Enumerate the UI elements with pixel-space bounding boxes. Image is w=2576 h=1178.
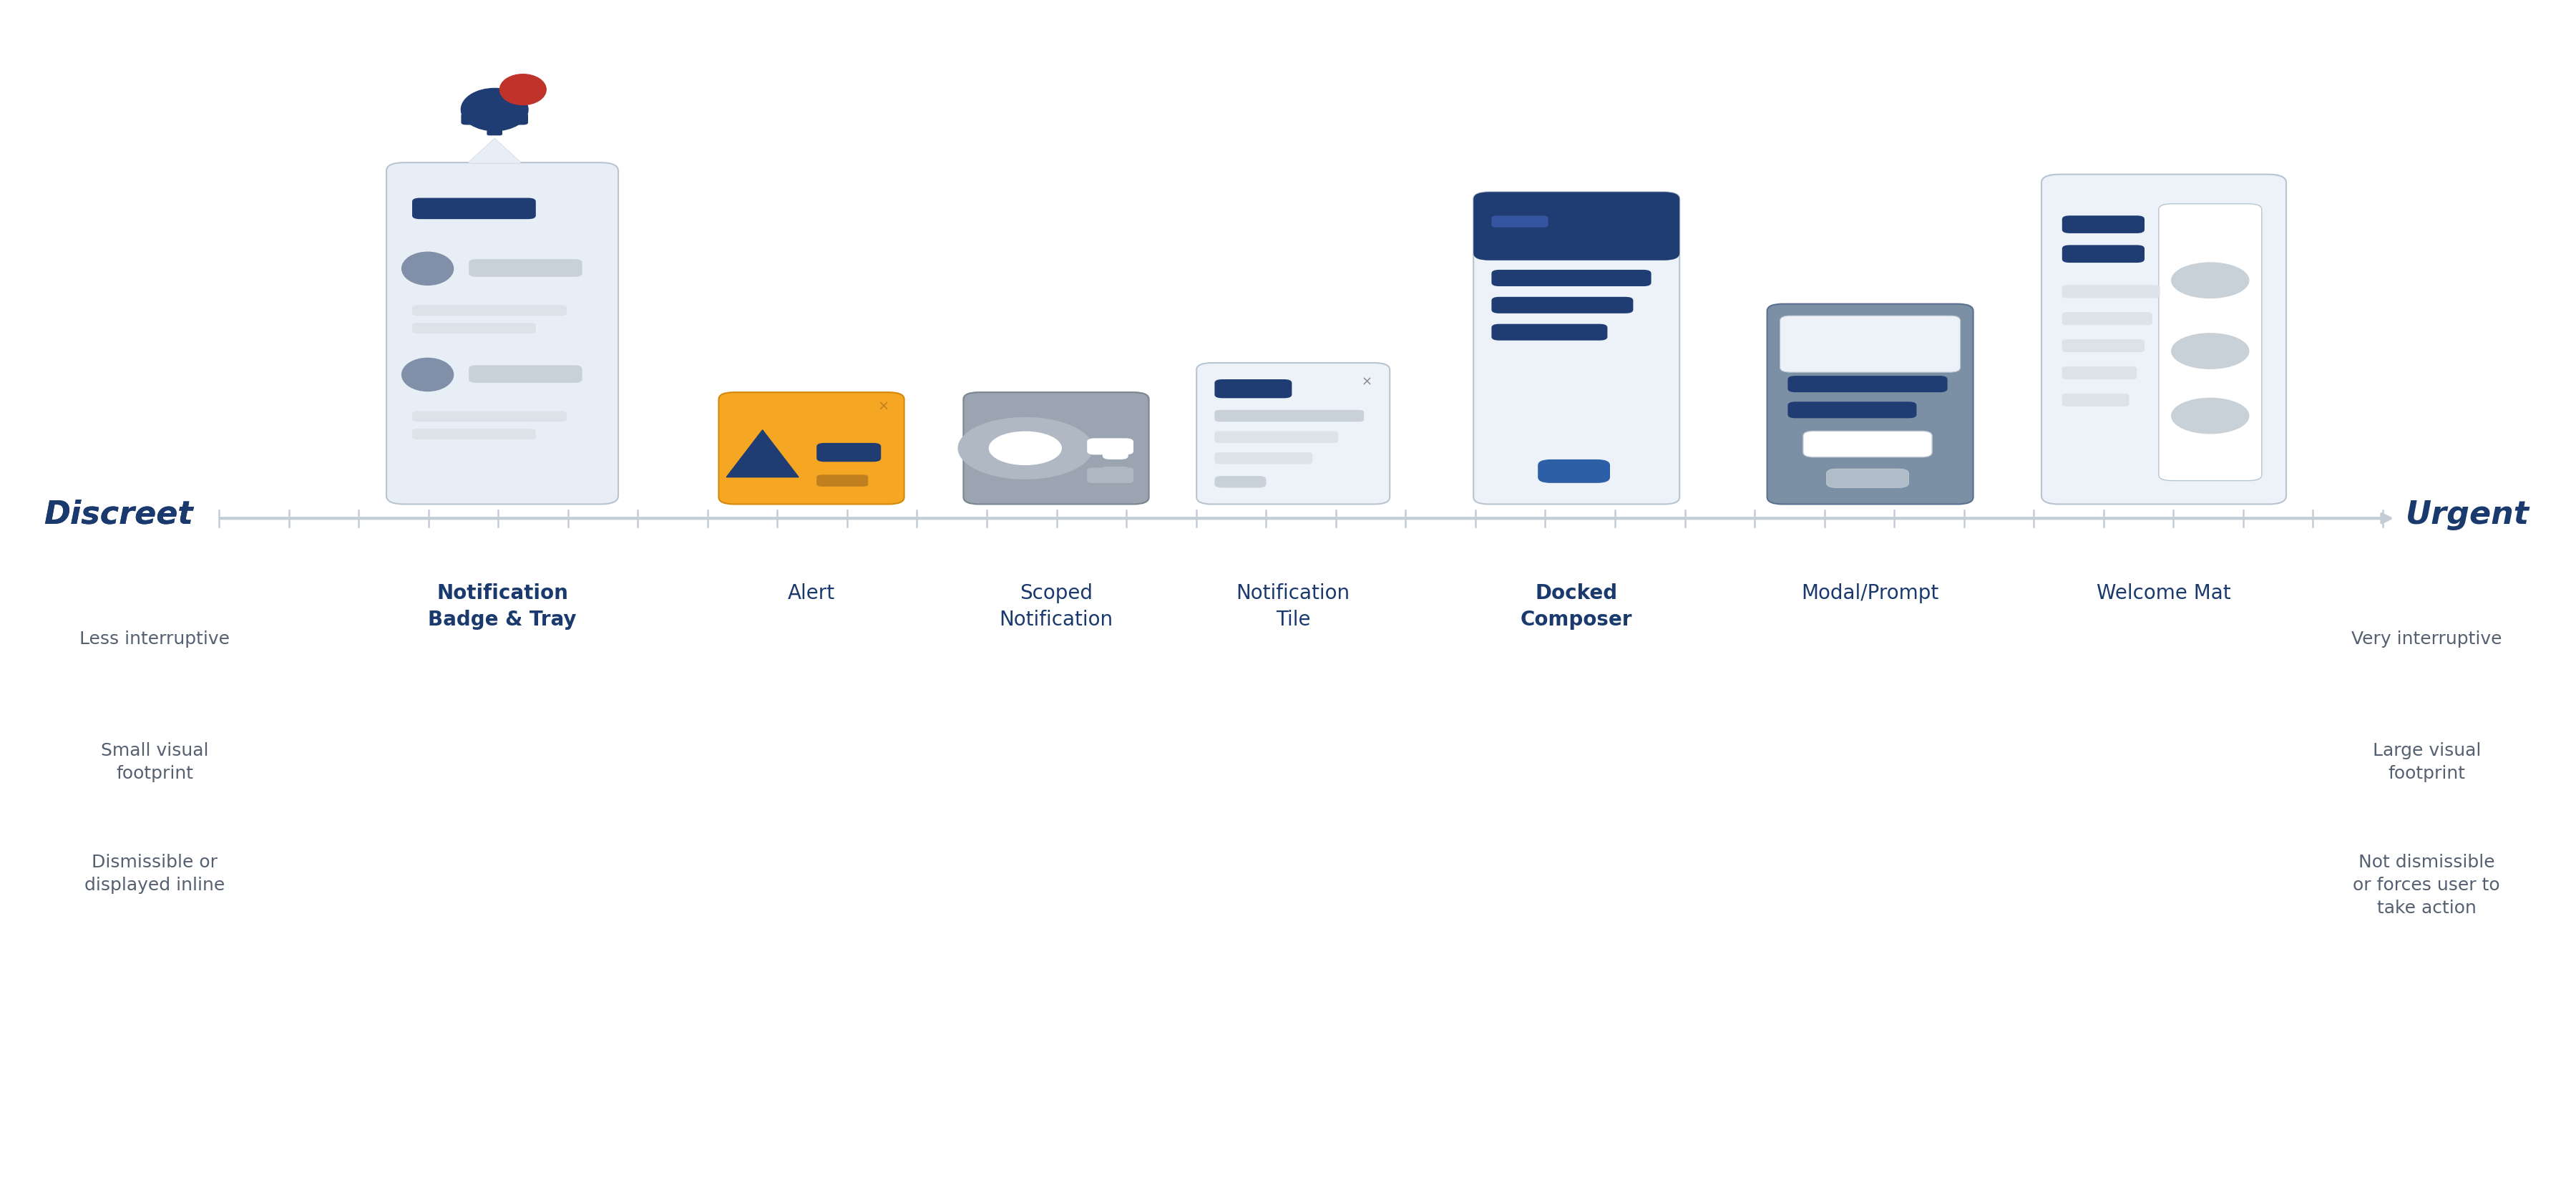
Text: Notification
Badge & Tray: Notification Badge & Tray [428, 583, 577, 629]
FancyBboxPatch shape [2063, 216, 2143, 233]
Text: Welcome Mat: Welcome Mat [2097, 583, 2231, 603]
FancyBboxPatch shape [1087, 438, 1133, 455]
Text: Large visual
footprint: Large visual footprint [2372, 742, 2481, 782]
FancyBboxPatch shape [2040, 174, 2287, 504]
Text: Dismissible or
displayed inline: Dismissible or displayed inline [85, 854, 224, 894]
Text: Modal/Prompt: Modal/Prompt [1801, 583, 1940, 603]
FancyBboxPatch shape [1767, 304, 1973, 504]
Ellipse shape [461, 88, 528, 131]
FancyBboxPatch shape [412, 198, 536, 219]
Text: Less interruptive: Less interruptive [80, 630, 229, 648]
FancyBboxPatch shape [963, 392, 1149, 504]
FancyBboxPatch shape [817, 475, 868, 487]
Circle shape [958, 417, 1092, 479]
Ellipse shape [402, 358, 453, 391]
FancyBboxPatch shape [2063, 366, 2138, 379]
FancyBboxPatch shape [2063, 312, 2154, 325]
FancyBboxPatch shape [2063, 393, 2128, 406]
FancyBboxPatch shape [412, 429, 536, 439]
FancyBboxPatch shape [1788, 402, 1917, 418]
FancyBboxPatch shape [1216, 452, 1314, 464]
FancyBboxPatch shape [1788, 376, 1947, 392]
FancyBboxPatch shape [487, 124, 502, 135]
Circle shape [2172, 398, 2249, 434]
FancyBboxPatch shape [1780, 316, 1960, 372]
FancyBboxPatch shape [1473, 192, 1680, 260]
FancyBboxPatch shape [719, 392, 904, 504]
FancyBboxPatch shape [461, 113, 528, 125]
FancyBboxPatch shape [1538, 459, 1610, 483]
Text: Very interruptive: Very interruptive [2352, 630, 2501, 648]
FancyBboxPatch shape [2063, 245, 2143, 263]
FancyBboxPatch shape [2063, 339, 2143, 352]
Circle shape [2172, 263, 2249, 298]
Text: Docked
Composer: Docked Composer [1520, 583, 1633, 629]
Text: Alert: Alert [788, 583, 835, 603]
FancyBboxPatch shape [1216, 410, 1365, 422]
FancyBboxPatch shape [1492, 270, 1651, 286]
Ellipse shape [402, 252, 453, 285]
FancyBboxPatch shape [2159, 204, 2262, 481]
FancyBboxPatch shape [1216, 431, 1340, 443]
FancyBboxPatch shape [469, 365, 582, 383]
FancyBboxPatch shape [2063, 285, 2159, 298]
FancyBboxPatch shape [1492, 297, 1633, 313]
Text: ×: × [1360, 376, 1373, 388]
FancyBboxPatch shape [1103, 441, 1128, 459]
FancyBboxPatch shape [386, 163, 618, 504]
FancyBboxPatch shape [1087, 468, 1133, 483]
FancyBboxPatch shape [1803, 431, 1932, 457]
FancyBboxPatch shape [1473, 192, 1680, 504]
Text: Scoped
Notification: Scoped Notification [999, 583, 1113, 629]
Text: Discreet: Discreet [44, 499, 193, 530]
FancyBboxPatch shape [1195, 363, 1391, 504]
Polygon shape [726, 430, 799, 477]
Text: Discreet: Discreet [44, 499, 193, 530]
Circle shape [2172, 333, 2249, 369]
Polygon shape [469, 139, 520, 163]
Text: Urgent: Urgent [2406, 499, 2530, 530]
Ellipse shape [500, 74, 546, 105]
FancyBboxPatch shape [1103, 466, 1128, 481]
Text: Small visual
footprint: Small visual footprint [100, 742, 209, 782]
Text: ×: × [878, 399, 889, 413]
FancyBboxPatch shape [412, 323, 536, 333]
FancyBboxPatch shape [1826, 469, 1909, 488]
FancyBboxPatch shape [1492, 216, 1548, 227]
FancyBboxPatch shape [469, 259, 582, 277]
Text: Notification
Tile: Notification Tile [1236, 583, 1350, 629]
Circle shape [989, 431, 1061, 464]
FancyBboxPatch shape [412, 305, 567, 316]
FancyBboxPatch shape [817, 443, 881, 462]
FancyBboxPatch shape [1216, 379, 1293, 398]
FancyBboxPatch shape [1216, 476, 1267, 488]
FancyBboxPatch shape [412, 411, 567, 422]
Text: Not dismissible
or forces user to
take action: Not dismissible or forces user to take a… [2352, 854, 2501, 916]
FancyBboxPatch shape [1492, 324, 1607, 340]
